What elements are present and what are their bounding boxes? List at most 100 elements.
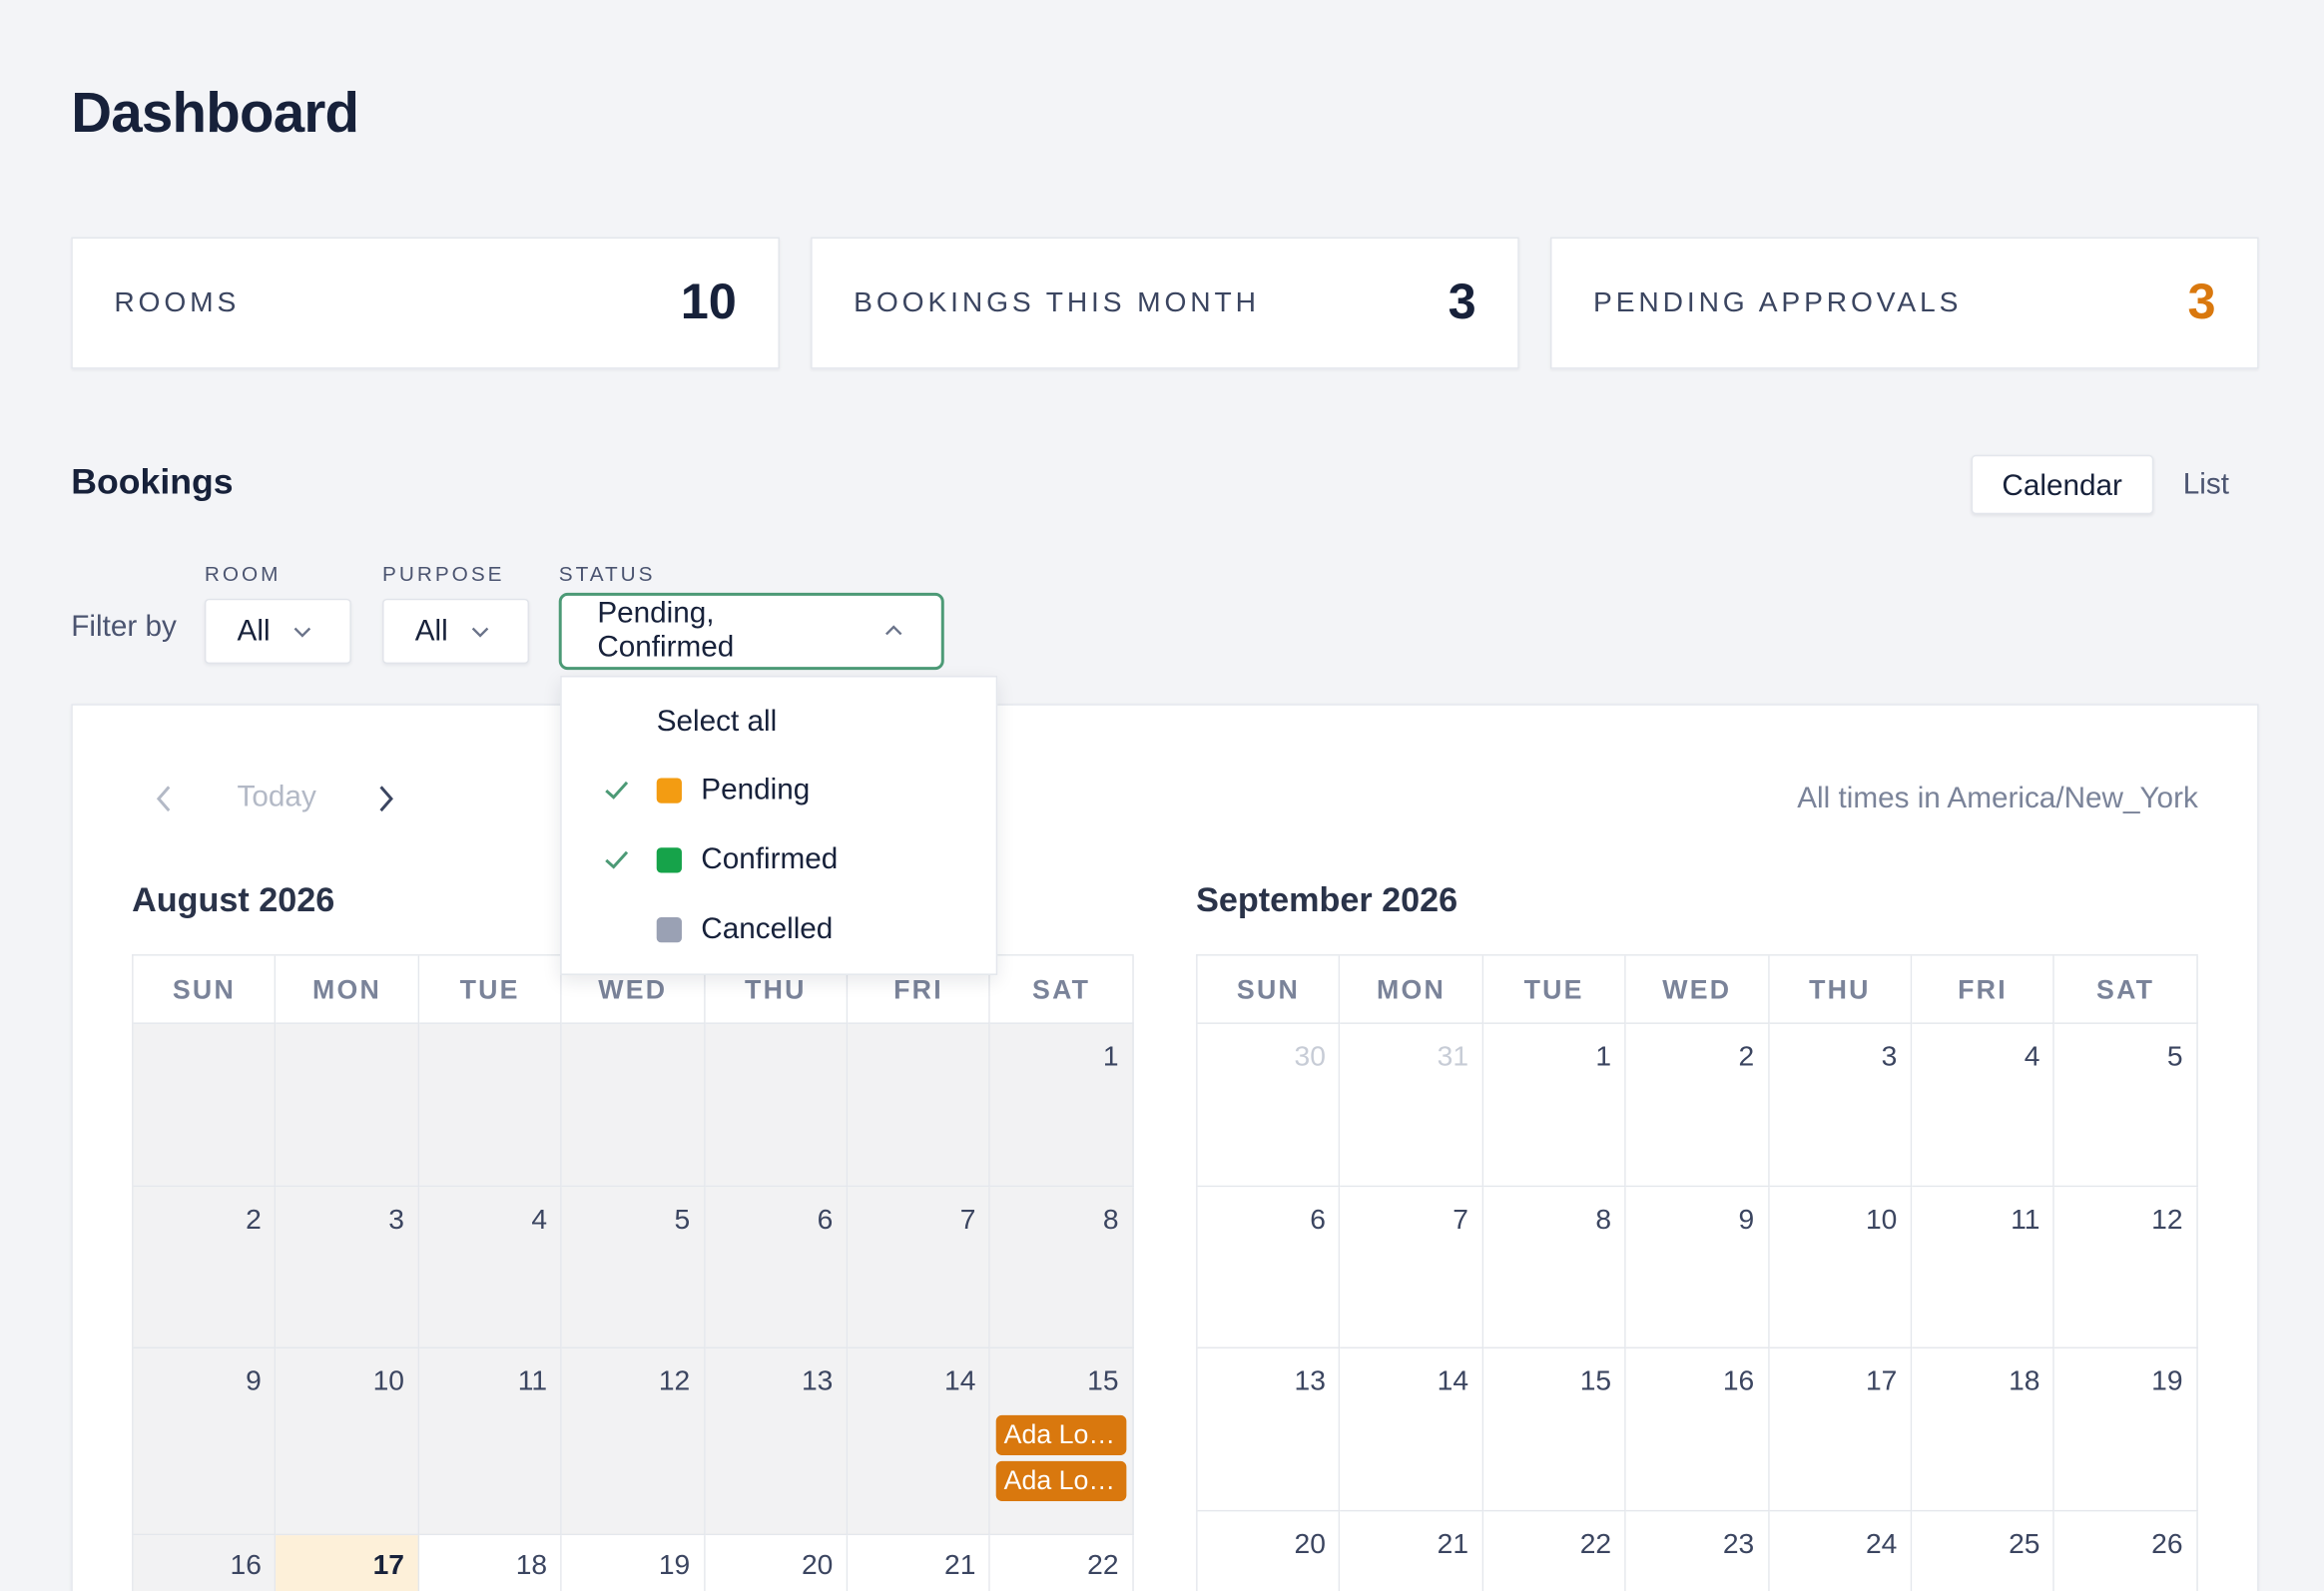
day-cell[interactable]: 18: [418, 1535, 562, 1591]
day-number: 16: [230, 1549, 262, 1582]
day-cell[interactable]: 13: [705, 1348, 849, 1536]
day-number: 17: [1865, 1365, 1898, 1398]
day-cell[interactable]: 2: [1625, 1023, 1770, 1188]
status-option-label: Cancelled: [701, 911, 834, 945]
day-cell[interactable]: 6: [705, 1187, 849, 1349]
today-button[interactable]: Today: [237, 781, 316, 814]
day-cell[interactable]: 16: [1625, 1348, 1770, 1512]
day-cell[interactable]: 9: [1625, 1187, 1770, 1349]
week-row: 13 14 15 16 17 18 19: [1197, 1348, 2198, 1512]
day-cell[interactable]: 23: [1625, 1511, 1770, 1591]
booking-event[interactable]: Ada Lo…: [996, 1460, 1126, 1502]
weekday-header: SUN MON TUE WED THU FRI SAT: [1197, 955, 2198, 1024]
day-cell[interactable]: 18: [1912, 1348, 2055, 1512]
status-option-cancelled[interactable]: Cancelled: [562, 907, 996, 952]
status-select[interactable]: Pending, Confirmed: [558, 592, 944, 671]
day-cell[interactable]: 30: [1197, 1023, 1341, 1188]
day-cell[interactable]: 17: [1769, 1348, 1913, 1512]
day-cell[interactable]: 5: [561, 1187, 706, 1349]
day-cell[interactable]: 3: [1769, 1023, 1913, 1188]
day-cell[interactable]: 15: [1482, 1348, 1626, 1512]
day-cell[interactable]: 22: [990, 1535, 1134, 1591]
day-cell[interactable]: 10: [276, 1348, 419, 1536]
day-cell[interactable]: 10: [1769, 1187, 1913, 1349]
day-cell[interactable]: 8: [990, 1187, 1134, 1349]
stat-value: 10: [680, 273, 737, 331]
day-number: 23: [1722, 1529, 1755, 1561]
day-number: 6: [1310, 1205, 1326, 1237]
day-cell[interactable]: 1: [990, 1023, 1134, 1188]
day-cell[interactable]: 15 Ada Lo… Ada Lo…: [990, 1348, 1134, 1536]
day-cell[interactable]: 5: [2054, 1023, 2198, 1188]
weekday-label: TUE: [418, 955, 562, 1024]
day-cell[interactable]: 14: [848, 1348, 991, 1536]
day-cell[interactable]: 21: [1340, 1511, 1483, 1591]
weekday-label: SUN: [1197, 955, 1341, 1024]
day-cell[interactable]: 19: [2054, 1348, 2198, 1512]
day-cell[interactable]: [561, 1023, 706, 1188]
select-all-option[interactable]: Select all: [562, 700, 996, 745]
day-cell[interactable]: [705, 1023, 849, 1188]
day-cell[interactable]: 25: [1912, 1511, 2055, 1591]
day-cell[interactable]: 11: [1912, 1187, 2055, 1349]
day-cell[interactable]: 7: [1340, 1187, 1483, 1349]
day-cell[interactable]: 20: [705, 1535, 849, 1591]
day-cell[interactable]: [276, 1023, 419, 1188]
day-cell[interactable]: [133, 1023, 277, 1188]
chevron-down-icon: [293, 627, 311, 638]
day-cell[interactable]: 4: [418, 1187, 562, 1349]
chevron-left-icon[interactable]: [148, 782, 181, 814]
day-number: 9: [246, 1365, 262, 1398]
day-cell[interactable]: 8: [1482, 1187, 1626, 1349]
day-cell[interactable]: 19: [561, 1535, 706, 1591]
day-cell[interactable]: 21: [848, 1535, 991, 1591]
day-cell[interactable]: [418, 1023, 562, 1188]
day-cell[interactable]: 1: [1482, 1023, 1626, 1188]
day-number: 5: [674, 1205, 691, 1237]
booking-event[interactable]: Ada Lo…: [996, 1414, 1126, 1455]
day-number: 15: [1087, 1365, 1119, 1398]
stat-card-pending-approvals: PENDING APPROVALS 3: [1549, 237, 2259, 369]
day-cell[interactable]: 12: [561, 1348, 706, 1536]
day-cell-today[interactable]: 17: [276, 1535, 419, 1591]
day-number: 21: [944, 1549, 976, 1582]
day-number: 10: [372, 1365, 404, 1398]
week-row: 30 31 1 2 3 4 5: [1197, 1023, 2198, 1188]
weekday-label: SAT: [2054, 955, 2198, 1024]
day-number: 1: [1595, 1041, 1612, 1073]
calendar-view-button[interactable]: Calendar: [1971, 454, 2154, 515]
stat-card-rooms: ROOMS 10: [71, 237, 780, 369]
day-cell[interactable]: 12: [2054, 1187, 2198, 1349]
day-cell[interactable]: 16: [133, 1535, 277, 1591]
chevron-right-icon[interactable]: [369, 782, 402, 814]
week-row: 20 21 22 23 24 25 26: [1197, 1511, 2198, 1591]
day-cell[interactable]: 31: [1340, 1023, 1483, 1188]
day-cell[interactable]: 2: [133, 1187, 277, 1349]
status-option-confirmed[interactable]: Confirmed: [562, 837, 996, 882]
day-cell[interactable]: 9: [133, 1348, 277, 1536]
purpose-select[interactable]: All: [382, 598, 530, 665]
list-view-button[interactable]: List: [2182, 468, 2229, 501]
day-cell[interactable]: 26: [2054, 1511, 2198, 1591]
day-cell[interactable]: 7: [848, 1187, 991, 1349]
calendar-nav: Today: [148, 781, 401, 814]
weekday-label: THU: [1769, 955, 1913, 1024]
day-cell[interactable]: 20: [1197, 1511, 1341, 1591]
status-option-pending[interactable]: Pending: [562, 768, 996, 812]
day-cell[interactable]: 4: [1912, 1023, 2055, 1188]
day-cell[interactable]: 3: [276, 1187, 419, 1349]
stat-label: ROOMS: [114, 286, 241, 318]
room-select[interactable]: All: [204, 598, 351, 665]
day-cell[interactable]: 24: [1769, 1511, 1913, 1591]
day-cell[interactable]: 14: [1340, 1348, 1483, 1512]
weekday-label: TUE: [1482, 955, 1626, 1024]
day-cell[interactable]: 11: [418, 1348, 562, 1536]
day-cell[interactable]: 22: [1482, 1511, 1626, 1591]
day-number: 11: [2011, 1205, 2040, 1237]
room-filter-caption: ROOM: [204, 561, 282, 586]
purpose-select-value: All: [414, 614, 448, 648]
day-cell[interactable]: 13: [1197, 1348, 1341, 1512]
day-number: 21: [1437, 1529, 1469, 1561]
day-cell[interactable]: 6: [1197, 1187, 1341, 1349]
day-cell[interactable]: [848, 1023, 991, 1188]
